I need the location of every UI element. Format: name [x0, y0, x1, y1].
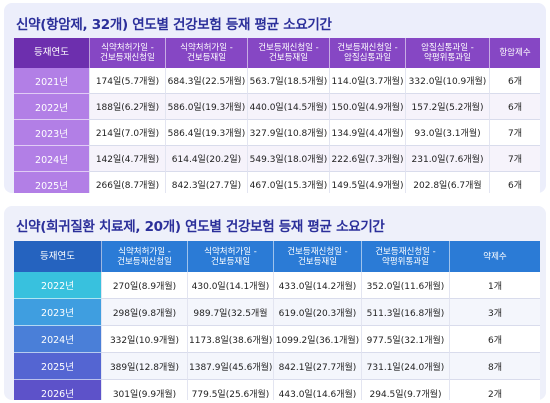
table-cell: 149.5일(4.9개월) [330, 172, 406, 193]
table-cell: 157.2일(5.2개월) [406, 94, 490, 120]
header-year: 등재연도 [14, 38, 90, 68]
table-cell: 842.3일(27.7일) [166, 172, 248, 193]
year-cell: 2024년 [14, 326, 102, 353]
table-cell: 443.0일(14.6개월) [274, 380, 362, 400]
table-cell: 270일(8.9개월) [102, 272, 188, 299]
table-cell: 2개 [450, 380, 540, 400]
year-cell: 2025년 [14, 172, 90, 193]
table-row: 2022년 270일(8.9개월) 430.0일(14.1개월) 433.0일(… [14, 272, 540, 299]
table-cell: 779.5일(25.6개월) [188, 380, 274, 400]
table-cell: 174일(5.7개월) [90, 68, 166, 94]
table-cell: 586.0일(19.3개월) [166, 94, 248, 120]
header-year: 등재연도 [14, 241, 102, 272]
table-cell: 549.3일(18.0개월) [248, 146, 330, 172]
year-cell: 2025년 [14, 353, 102, 380]
anticancer-header-row: 등재연도 식약처허가일 - 건보등재신청일 식약처허가일 - 건보등재일 건보등재신… [14, 38, 540, 68]
table-row: 2021년 174일(5.7개월) 684.3일(22.5개월) 563.7일(… [14, 68, 540, 94]
table-cell: 684.3일(22.5개월) [166, 68, 248, 94]
header-drug-count: 약제수 [450, 241, 540, 272]
table-cell: 3개 [450, 299, 540, 326]
year-cell: 2022년 [14, 272, 102, 299]
table-row: 2023년 298일(9.8개월) 989.7일(32.5개월 619.0일(2… [14, 299, 540, 326]
table-cell: 619.0일(20.3개월) [274, 299, 362, 326]
table-cell: 266일(8.7개월) [90, 172, 166, 193]
header-approval-to-application: 식약처허가일 - 건보등재신청일 [90, 38, 166, 68]
anticancer-title: 신약(항암제, 32개) 연도별 건강보험 등재 평균 소요기간 [16, 17, 332, 33]
header-approval-to-listing: 식약처허가일 - 건보등재일 [166, 38, 248, 68]
rare-disease-table: 등재연도 식약처허가일 - 건보등재신청일 식약처허가일 - 건보등재일 건보등재신… [14, 241, 540, 400]
table-cell: 614.4일(20.2일) [166, 146, 248, 172]
table-cell: 6개 [490, 68, 540, 94]
table-row: 2025년 266일(8.7개월) 842.3일(27.7일) 467.0일(1… [14, 172, 540, 193]
table-cell: 134.9일(4.4개월) [330, 120, 406, 146]
table-cell: 6개 [490, 172, 540, 193]
table-cell: 1387.9일(45.6개월) [188, 353, 274, 380]
table-cell: 1개 [450, 272, 540, 299]
table-cell: 114.0일(3.7개월) [330, 68, 406, 94]
table-cell: 231.0일(7.6개월) [406, 146, 490, 172]
table-row: 2026년 301일(9.9개월) 779.5일(25.6개월) 443.0일(… [14, 380, 540, 400]
header-approval-to-listing: 식약처허가일 - 건보등재일 [188, 241, 274, 272]
table-cell: 842.1일(27.7개월) [274, 353, 362, 380]
table-row: 2024년 142일(4.7개월) 614.4일(20.2일) 549.3일(1… [14, 146, 540, 172]
table-cell: 430.0일(14.1개월) [188, 272, 274, 299]
table-cell: 298일(9.8개월) [102, 299, 188, 326]
anticancer-panel: 신약(항암제, 32개) 연도별 건강보험 등재 평균 소요기간 등재연도 식약… [4, 3, 546, 193]
table-cell: 7개 [490, 120, 540, 146]
rare-disease-title: 신약(희귀질환 치료제, 20개) 연도별 건강보험 등재 평균 소요기간 [16, 219, 385, 235]
table-cell: 93.0일(3.1개월) [406, 120, 490, 146]
table-cell: 1099.2일(36.1개월) [274, 326, 362, 353]
header-application-to-listing: 건보등재신청일 - 건보등재일 [248, 38, 330, 68]
table-cell: 6개 [490, 94, 540, 120]
table-cell: 150.0일(4.9개월) [330, 94, 406, 120]
anticancer-table: 등재연도 식약처허가일 - 건보등재신청일 식약처허가일 - 건보등재일 건보등재신… [14, 38, 540, 193]
table-cell: 563.7일(18.5개월) [248, 68, 330, 94]
year-cell: 2022년 [14, 94, 90, 120]
table-cell: 188일(6.2개월) [90, 94, 166, 120]
table-cell: 222.6일(7.3개월) [330, 146, 406, 172]
header-application-to-cancer-committee: 건보등재신청일 - 암질심통과일 [330, 38, 406, 68]
table-cell: 7개 [490, 146, 540, 172]
table-cell: 989.7일(32.5개월 [188, 299, 274, 326]
year-cell: 2024년 [14, 146, 90, 172]
table-cell: 389일(12.8개월) [102, 353, 188, 380]
table-cell: 142일(4.7개월) [90, 146, 166, 172]
table-row: 2024년 332일(10.9개월) 1173.8일(38.6개월) 1099.… [14, 326, 540, 353]
header-application-to-listing: 건보등재신청일 - 건보등재일 [274, 241, 362, 272]
table-cell: 8개 [450, 353, 540, 380]
table-row: 2025년 389일(12.8개월) 1387.9일(45.6개월) 842.1… [14, 353, 540, 380]
table-row: 2023년 214일(7.0개월) 586.4일(19.3개월) 327.9일(… [14, 120, 540, 146]
table-cell: 202.8일(6.7개월 [406, 172, 490, 193]
table-cell: 586.4일(19.3개월) [166, 120, 248, 146]
table-cell: 1173.8일(38.6개월) [188, 326, 274, 353]
rare-disease-panel: 신약(희귀질환 치료제, 20개) 연도별 건강보험 등재 평균 소요기간 등재… [4, 206, 546, 400]
table-cell: 433.0일(14.2개월) [274, 272, 362, 299]
header-application-to-drug-committee: 건보등재신청일 - 약평위통과일 [362, 241, 450, 272]
year-cell: 2021년 [14, 68, 90, 94]
table-row: 2022년 188일(6.2개월) 586.0일(19.3개월) 440.0일(… [14, 94, 540, 120]
rare-disease-header-row: 등재연도 식약처허가일 - 건보등재신청일 식약처허가일 - 건보등재일 건보등재신… [14, 241, 540, 272]
year-cell: 2023년 [14, 299, 102, 326]
table-cell: 6개 [450, 326, 540, 353]
table-cell: 332.0일(10.9개월) [406, 68, 490, 94]
table-cell: 467.0일(15.3개월) [248, 172, 330, 193]
header-drug-count: 항암제수 [490, 38, 540, 68]
table-cell: 511.3일(16.8개월) [362, 299, 450, 326]
header-approval-to-application: 식약처허가일 - 건보등재신청일 [102, 241, 188, 272]
table-cell: 731.1일(24.0개월) [362, 353, 450, 380]
table-cell: 294.5일(9.7개월) [362, 380, 450, 400]
table-cell: 977.5일(32.1개월) [362, 326, 450, 353]
table-cell: 352.0일(11.6개월) [362, 272, 450, 299]
table-cell: 214일(7.0개월) [90, 120, 166, 146]
year-cell: 2023년 [14, 120, 90, 146]
header-cancer-committee-to-drug-committee: 암질심통과일 - 약평위통과일 [406, 38, 490, 68]
year-cell: 2026년 [14, 380, 102, 400]
table-cell: 327.9일(10.8개월) [248, 120, 330, 146]
table-cell: 332일(10.9개월) [102, 326, 188, 353]
table-cell: 440.0일(14.5개월) [248, 94, 330, 120]
table-cell: 301일(9.9개월) [102, 380, 188, 400]
